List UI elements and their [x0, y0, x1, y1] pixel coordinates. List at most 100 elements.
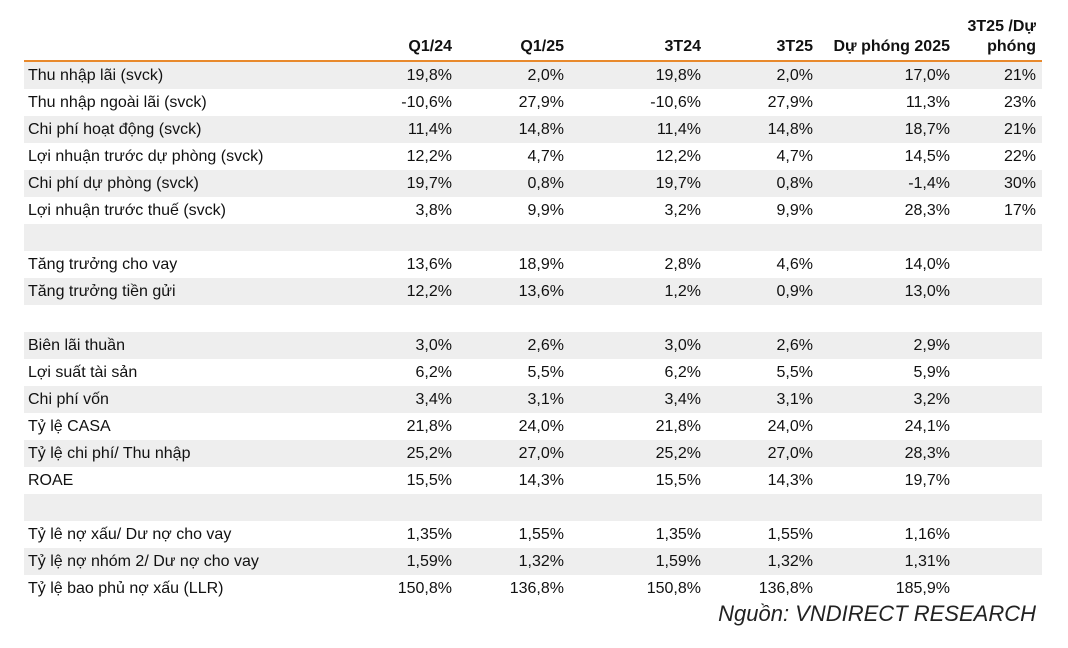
row-label: Chi phí hoạt động (svck) — [24, 116, 346, 143]
row-value — [956, 278, 1042, 305]
row-value: 136,8% — [509, 580, 564, 597]
header-cell-q1-25: Q1/25 — [458, 10, 570, 62]
table-row: Tỷ lệ CASA 21,8% 24,0% 21,8% 24,0% 24,1% — [24, 413, 1042, 440]
row-label: Thu nhập lãi (svck) — [24, 61, 346, 89]
row-label: Biên lãi thuần — [24, 332, 346, 359]
row-value — [570, 494, 707, 521]
row-value: 21% — [956, 116, 1042, 143]
row-value — [570, 224, 707, 251]
row-label: Thu nhập ngoài lãi (svck) — [28, 94, 207, 111]
row-value: 136,8% — [758, 580, 813, 597]
row-value — [707, 224, 819, 251]
row-value: 5,9% — [913, 364, 950, 381]
row-value — [819, 494, 956, 521]
row-value: 13,6% — [458, 278, 570, 305]
header-cell-label — [24, 10, 346, 62]
row-value: 4,7% — [776, 148, 813, 165]
row-value: 15,5% — [655, 472, 701, 489]
row-value: 19,7% — [346, 170, 458, 197]
row-value: 150,8% — [397, 580, 452, 597]
row-value: 24,0% — [767, 418, 813, 435]
table-row — [24, 494, 1042, 521]
row-value: 19,7% — [904, 472, 950, 489]
row-value: 1,35% — [655, 526, 701, 543]
row-label: Lợi suất tài sản — [28, 364, 138, 381]
row-value: 27,9% — [518, 94, 564, 111]
row-value: 3,4% — [570, 386, 707, 413]
row-value: 1,32% — [707, 548, 819, 575]
row-value: 1,59% — [346, 548, 458, 575]
row-value — [346, 224, 458, 251]
row-value: 4,6% — [776, 256, 813, 273]
row-value: 24,1% — [904, 418, 950, 435]
row-label: Chi phí vốn — [24, 386, 346, 413]
table-row: Chi phí vốn 3,4% 3,1% 3,4% 3,1% 3,2% — [24, 386, 1042, 413]
row-value — [956, 359, 1042, 386]
row-value: 14,5% — [904, 148, 950, 165]
row-value: 9,9% — [527, 202, 564, 219]
row-value: 18,7% — [819, 116, 956, 143]
row-value: 2,0% — [707, 61, 819, 89]
table-row: Tăng trưởng tiền gửi 12,2% 13,6% 1,2% 0,9% 13… — [24, 278, 1042, 305]
row-value: 13,0% — [819, 278, 956, 305]
row-value: 19,8% — [346, 61, 458, 89]
row-value: 24,0% — [518, 418, 564, 435]
row-value: 6,2% — [664, 364, 701, 381]
row-value: 14,8% — [458, 116, 570, 143]
row-value — [956, 332, 1042, 359]
row-value — [458, 494, 570, 521]
row-value: 14,3% — [767, 472, 813, 489]
table-row: ROAE 15,5% 14,3% 15,5% 14,3% 19,7% — [24, 467, 1042, 494]
row-value — [956, 251, 1042, 278]
row-value: 4,7% — [527, 148, 564, 165]
row-value — [956, 521, 1042, 548]
row-value: 3,4% — [346, 386, 458, 413]
row-value: 3,1% — [458, 386, 570, 413]
row-value: -10,6% — [650, 94, 701, 111]
row-value: 27,0% — [707, 440, 819, 467]
row-value: 1,2% — [570, 278, 707, 305]
row-value — [707, 494, 819, 521]
financial-table: Q1/24 Q1/25 3T24 3T25 Dự phóng 2025 3T25… — [24, 10, 1042, 602]
header-cell-q1-24: Q1/24 — [346, 10, 458, 62]
table-row: Lợi suất tài sản 6,2% 5,5% 6,2% 5,5% 5,9% — [24, 359, 1042, 386]
row-label: ROAE — [28, 472, 74, 489]
source-note: Nguồn: VNDIRECT RESEARCH — [718, 601, 1036, 626]
table-row: Lợi nhuận trước thuế (svck) 3,8% 9,9% 3,2% 9… — [24, 197, 1042, 224]
row-label — [24, 224, 346, 251]
header-cell-forecast-2025: Dự phóng 2025 — [819, 10, 956, 62]
table-row: Thu nhập lãi (svck) 19,8% 2,0% 19,8% 2,0% 17,… — [24, 61, 1042, 89]
row-value: 21,8% — [655, 418, 701, 435]
row-value: 2,6% — [707, 332, 819, 359]
table-row: Thu nhập ngoài lãi (svck) -10,6% 27,9% -10,… — [24, 89, 1042, 116]
row-value: 12,2% — [655, 148, 701, 165]
table-body: Thu nhập lãi (svck) 19,8% 2,0% 19,8% 2,0% 17,… — [24, 61, 1042, 602]
row-label: Tỷ lê nợ xấu/ Dư nợ cho vay — [28, 526, 232, 543]
row-value: 5,5% — [527, 364, 564, 381]
row-value: 2,0% — [458, 61, 570, 89]
row-value: 6,2% — [415, 364, 452, 381]
row-value — [956, 494, 1042, 521]
table-row: Tăng trưởng cho vay 13,6% 18,9% 2,8% 4,6% 14,… — [24, 251, 1042, 278]
row-value — [956, 548, 1042, 575]
row-value: 27,9% — [767, 94, 813, 111]
row-label: Tăng trưởng tiền gửi — [24, 278, 346, 305]
row-value: 23% — [1003, 94, 1036, 111]
row-label: Chi phí dự phòng (svck) — [24, 170, 346, 197]
row-value: -10,6% — [401, 94, 452, 111]
table-row: Lợi nhuận trước dự phòng (svck) 12,2% 4,7%… — [24, 143, 1042, 170]
table-row — [24, 224, 1042, 251]
row-value: 0,8% — [707, 170, 819, 197]
row-value: -1,4% — [819, 170, 956, 197]
table-row: Chi phí hoạt động (svck) 11,4% 14,8% 11,4% 1… — [24, 116, 1042, 143]
row-value — [956, 440, 1042, 467]
row-value: 1,16% — [904, 526, 950, 543]
header-cell-3t25: 3T25 — [707, 10, 819, 62]
row-value: 1,32% — [458, 548, 570, 575]
row-label: Lợi nhuận trước dự phòng (svck) — [28, 148, 264, 165]
row-value — [956, 305, 1042, 332]
row-value — [707, 305, 819, 332]
row-label: Lợi nhuận trước thuế (svck) — [28, 202, 226, 219]
row-label — [24, 305, 346, 332]
row-value: 1,31% — [819, 548, 956, 575]
